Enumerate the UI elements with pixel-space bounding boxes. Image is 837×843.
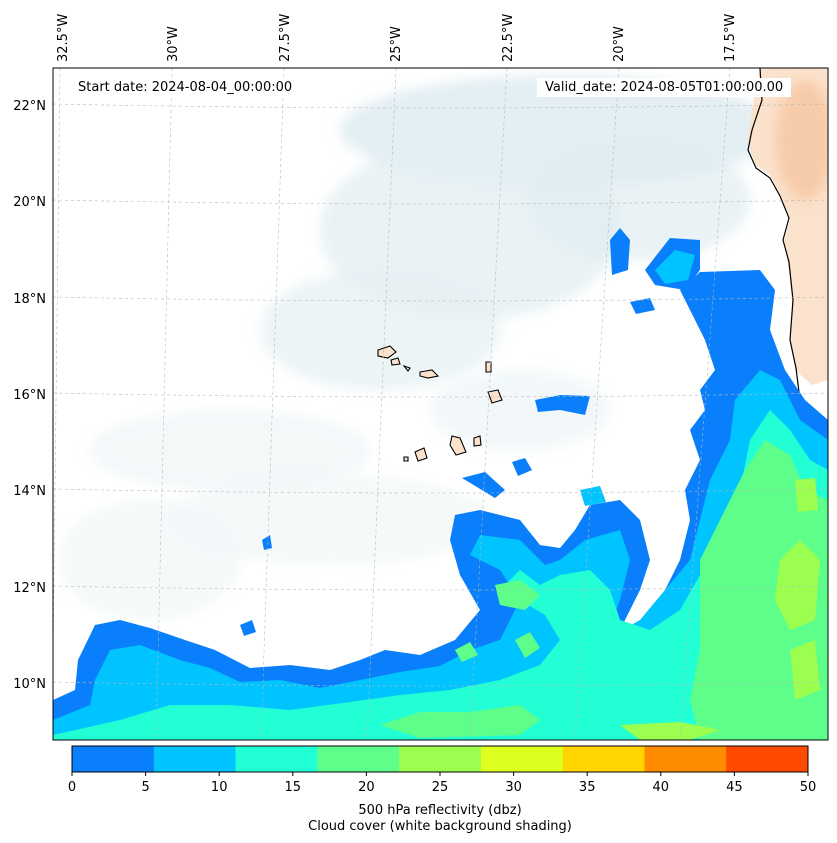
lon-label: 27.5°W xyxy=(278,14,293,62)
colorbar-tick-label: 40 xyxy=(653,780,670,795)
africa-coastline xyxy=(747,68,801,401)
colorbar-tick-label: 25 xyxy=(432,780,449,795)
colorbar: 0 5 10 15 20 25 30 35 40 45 50 xyxy=(68,745,816,795)
colorbar-segment xyxy=(72,746,155,772)
colorbar-tick-label: 15 xyxy=(285,780,302,795)
lon-label: 20°W xyxy=(612,26,627,62)
colorbar-tick-label: 5 xyxy=(141,780,149,795)
lon-label: 30°W xyxy=(166,26,181,62)
lon-label: 17.5°W xyxy=(723,14,738,62)
colorbar-tick-label: 20 xyxy=(358,780,375,795)
lat-label: 18°N xyxy=(13,292,46,307)
lat-label: 22°N xyxy=(13,99,46,114)
colorbar-tick-label: 45 xyxy=(726,780,743,795)
valid-date-label: Valid_date: 2024-08-05T01:00:00.00 xyxy=(537,78,792,97)
lat-label: 12°N xyxy=(13,581,46,596)
colorbar-segment xyxy=(480,746,564,772)
colorbar-segment xyxy=(644,746,727,772)
map-content xyxy=(53,68,828,740)
gridlines xyxy=(53,68,828,740)
reflectivity-10-15 xyxy=(53,410,828,740)
start-date-label: Start date: 2024-08-04_00:00:00 xyxy=(70,78,301,97)
map-frame xyxy=(52,67,829,741)
lat-label: 16°N xyxy=(13,388,46,403)
lat-label: 10°N xyxy=(13,677,46,692)
lon-label: 22.5°W xyxy=(501,14,516,62)
colorbar-segments xyxy=(72,746,809,772)
colorbar-tick-label: 50 xyxy=(800,780,817,795)
lat-label: 20°N xyxy=(13,195,46,210)
cloud-cover-shading xyxy=(60,75,780,620)
lon-label: 25°W xyxy=(389,26,404,62)
colorbar-segment xyxy=(317,746,400,772)
colorbar-label-cloud-cover: Cloud cover (white background shading) xyxy=(308,819,572,834)
colorbar-tick-label: 0 xyxy=(68,780,76,795)
longitude-labels: 32.5°W 30°W 27.5°W 25°W 22.5°W 20°W 17.5… xyxy=(56,14,738,62)
colorbar-segment xyxy=(235,746,318,772)
lon-label: 32.5°W xyxy=(56,14,71,62)
colorbar-segment xyxy=(562,746,645,772)
colorbar-segment xyxy=(153,746,237,772)
cape-verde-islands xyxy=(377,345,503,462)
colorbar-segment xyxy=(399,746,482,772)
latitude-labels: 22°N 20°N 18°N 16°N 14°N 12°N 10°N xyxy=(13,99,46,692)
colorbar-tick-label: 30 xyxy=(505,780,522,795)
colorbar-ticks: 0 5 10 15 20 25 30 35 40 45 50 xyxy=(68,772,816,795)
reflectivity-20-25 xyxy=(620,478,820,740)
colorbar-label-reflectivity: 500 hPa reflectivity (dbz) xyxy=(358,803,522,818)
colorbar-tick-label: 10 xyxy=(211,780,228,795)
lat-label: 14°N xyxy=(13,484,46,499)
colorbar-segment xyxy=(726,746,809,772)
colorbar-tick-label: 35 xyxy=(579,780,596,795)
